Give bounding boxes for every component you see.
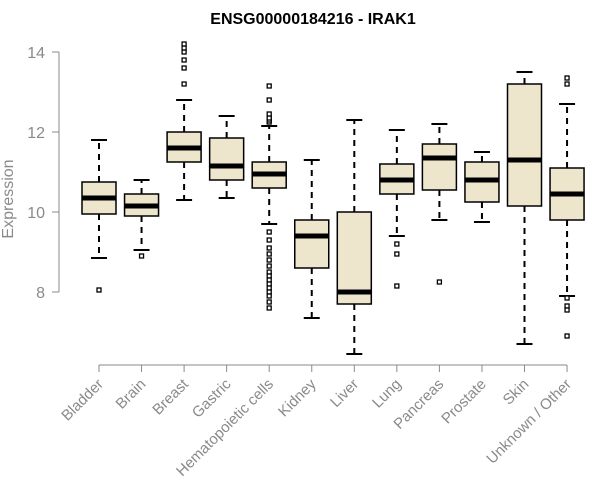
outlier-point xyxy=(181,65,187,71)
box-bladder xyxy=(81,139,117,293)
outlier-point xyxy=(564,307,570,313)
box-unknown-other xyxy=(549,75,585,339)
x-tick-label: Prostate xyxy=(438,376,490,428)
box-prostate xyxy=(464,151,500,223)
boxes-group xyxy=(81,41,585,355)
y-tick-label: 10 xyxy=(27,205,45,222)
box-brain xyxy=(123,179,160,259)
outlier-point xyxy=(266,293,272,299)
outlier-point xyxy=(266,251,272,257)
outlier-point xyxy=(266,97,272,103)
x-tick-label: Lung xyxy=(369,376,405,412)
x-tick-label: Kidney xyxy=(275,375,320,420)
outlier-point xyxy=(266,305,272,311)
box-pancreas xyxy=(421,123,458,285)
outlier-point xyxy=(564,75,570,81)
outlier-point xyxy=(436,279,443,285)
box-liver xyxy=(336,119,373,355)
outlier-point xyxy=(394,241,400,247)
outlier-point xyxy=(394,283,400,289)
outlier-point xyxy=(266,257,272,263)
y-axis: 8 10 12 14 xyxy=(27,45,60,302)
outlier-point xyxy=(266,83,272,89)
outlier-point xyxy=(181,81,187,87)
y-tick-label: 12 xyxy=(27,125,45,142)
x-tick-label: Skin xyxy=(500,376,533,409)
outlier-point xyxy=(138,253,145,259)
outlier-point xyxy=(96,287,102,293)
box-skin xyxy=(506,71,543,345)
outlier-point xyxy=(266,263,272,269)
chart-title: ENSG00000184216 - IRAK1 xyxy=(210,11,416,28)
iqr-box xyxy=(421,143,458,191)
outlier-point xyxy=(181,41,187,47)
outlier-point xyxy=(564,333,570,339)
y-tick-label: 8 xyxy=(36,285,45,302)
y-axis-label: Expression xyxy=(0,159,17,238)
iqr-box xyxy=(336,211,373,305)
box-lung xyxy=(379,129,415,289)
outlier-point xyxy=(564,81,570,87)
outlier-point xyxy=(181,57,187,63)
outlier-point xyxy=(266,245,272,251)
box-hematopoietic-cells xyxy=(251,83,287,311)
x-tick-label: Bladder xyxy=(58,376,107,425)
outlier-point xyxy=(266,229,272,235)
outlier-point xyxy=(394,251,400,257)
outlier-point xyxy=(266,111,272,117)
box-breast xyxy=(166,41,202,201)
outlier-point xyxy=(266,237,272,243)
outlier-point xyxy=(266,299,272,305)
box-kidney xyxy=(294,159,330,319)
box-gastric xyxy=(208,115,245,199)
x-tick-label: Liver xyxy=(327,376,362,411)
x-tick-label: Breast xyxy=(149,375,192,418)
x-tick-label: Brain xyxy=(113,376,150,413)
iqr-box xyxy=(208,137,245,181)
iqr-box xyxy=(506,83,543,207)
y-tick-label: 14 xyxy=(27,45,45,62)
outlier-point xyxy=(564,295,570,301)
iqr-box xyxy=(294,219,330,269)
